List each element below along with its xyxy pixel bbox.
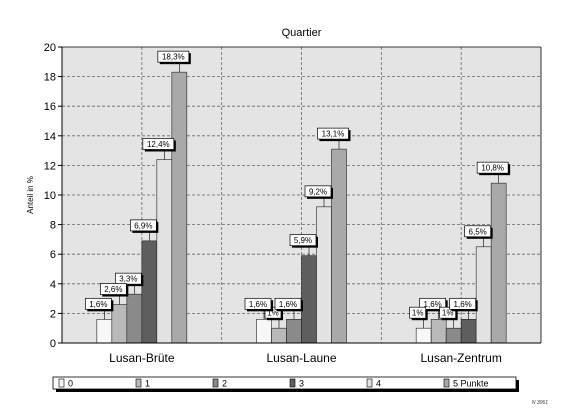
data-label: 10,8% (481, 164, 504, 173)
data-label: 2,6% (104, 285, 122, 294)
label-box (476, 161, 509, 174)
y-tick-label: 12 (44, 160, 56, 172)
y-axis-label: Anteil in % (26, 176, 35, 214)
label-box (114, 272, 142, 285)
data-label: 6,9% (134, 221, 152, 230)
legend-label: 3 (299, 379, 304, 389)
label-box (409, 306, 427, 319)
data-label: 13,1% (322, 130, 345, 139)
chart-title: Quartier (282, 27, 322, 39)
bar (271, 327, 287, 344)
y-tick-label: 16 (44, 101, 56, 113)
legend-swatch (443, 378, 450, 388)
data-label: 18,3% (162, 53, 185, 62)
label-box (142, 138, 175, 150)
bar (96, 319, 113, 344)
footnote: N 3061 (531, 400, 548, 406)
label-box (84, 297, 112, 310)
label-box (244, 297, 272, 310)
y-tick-label: 6 (50, 249, 56, 261)
data-label: 1% (442, 309, 454, 318)
y-tick-label: 18 (44, 72, 56, 84)
data-label: 1,6% (249, 300, 267, 309)
label-box (419, 297, 447, 310)
data-label: 9,2% (309, 187, 327, 196)
label-box (449, 297, 477, 310)
legend-swatch (366, 378, 373, 388)
label-box (439, 306, 457, 319)
x-tick-label: Lusan-Zentrum (420, 351, 501, 365)
label-box (129, 219, 157, 232)
bar (430, 319, 447, 344)
bar (475, 246, 492, 344)
data-label: 3,3% (119, 275, 137, 284)
data-label: 5,9% (294, 236, 312, 245)
data-label: 6,5% (469, 227, 487, 236)
bar (331, 148, 347, 344)
bar (490, 182, 507, 344)
data-labels: 3,3%6,9%12,4%18,3%1%1,6%5,9%9,2%13,1%1,6… (84, 50, 511, 329)
y-tick-label: 0 (50, 338, 56, 350)
legend-swatch (289, 378, 296, 388)
data-label: 1% (267, 309, 279, 318)
bar (415, 327, 432, 344)
bar (445, 327, 462, 344)
y-tick-label: 10 (44, 190, 56, 202)
y-tick-label: 2 (50, 308, 56, 320)
bar (171, 71, 188, 344)
label-box (464, 225, 492, 238)
bar (126, 293, 143, 344)
x-tick-label: Lusan-Brüte (109, 351, 175, 365)
legend-label: 1 (145, 379, 150, 389)
legend: 0 1 2 3 4 5 Punkte (52, 376, 519, 392)
data-label: 1% (412, 309, 424, 318)
y-tick-label: 4 (50, 279, 56, 291)
bar (286, 319, 302, 344)
label-box (274, 297, 302, 310)
label-box (157, 50, 190, 63)
label-box (317, 127, 349, 140)
y-tick-label: 8 (50, 220, 56, 232)
x-tick-label: Lusan-Laune (266, 351, 336, 365)
bar (111, 304, 128, 344)
bar (316, 206, 332, 344)
bar (156, 159, 173, 344)
bar (256, 319, 272, 344)
legend-label: 0 (68, 379, 73, 389)
data-label: 1,6% (279, 300, 297, 309)
legend-label: 4 (376, 379, 381, 389)
legend-box (52, 376, 517, 390)
bar (141, 240, 158, 344)
bar (301, 255, 317, 344)
label-box (99, 283, 127, 295)
legend-swatch (58, 378, 65, 388)
y-tick-label: 14 (44, 131, 56, 143)
data-label: 1,6% (424, 300, 442, 309)
data-label: 12,4% (147, 140, 170, 149)
legend-label: 2 (222, 379, 227, 389)
legend-swatch (135, 378, 142, 388)
legend-label: 5 Punkte (453, 379, 489, 389)
legend-swatch (212, 378, 219, 388)
y-tick-label: 20 (44, 42, 56, 54)
data-label: 1,6% (454, 300, 472, 309)
bar (460, 319, 477, 344)
label-box (289, 234, 317, 247)
data-label: 1,6% (89, 300, 107, 309)
label-box (304, 185, 332, 198)
